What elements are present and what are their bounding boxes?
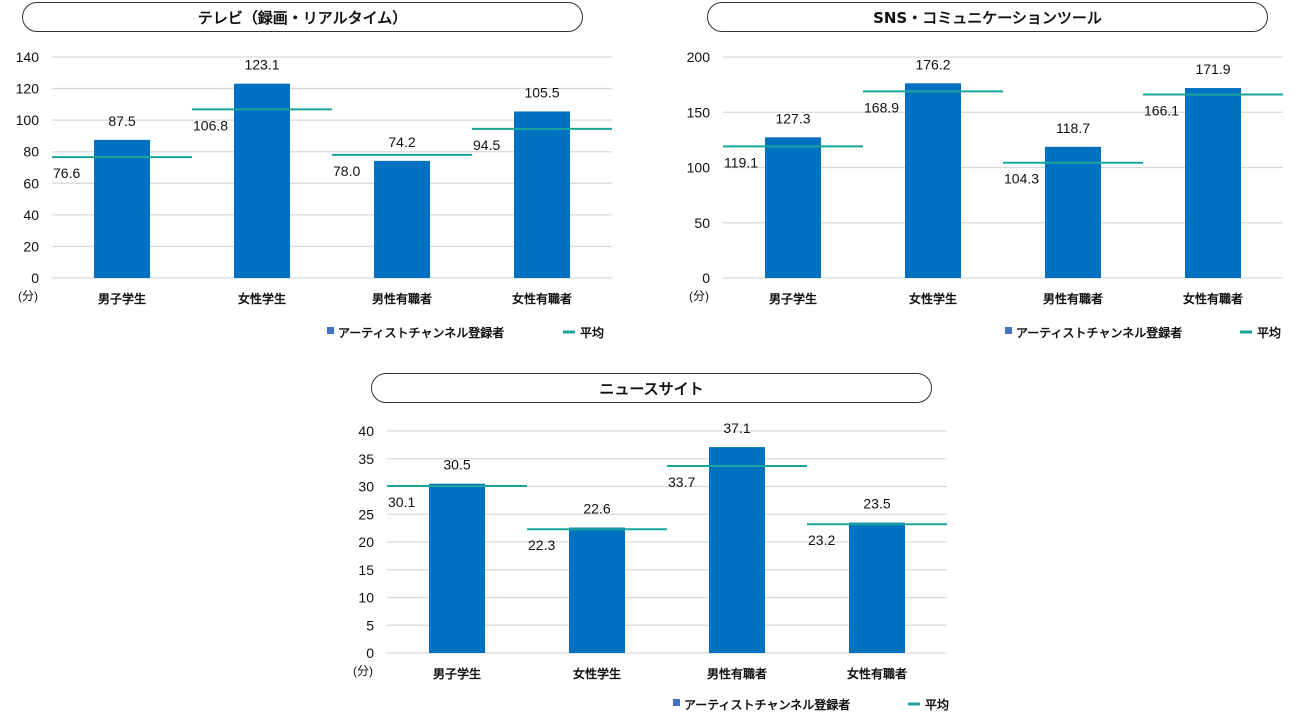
x-category-label: 女性有職者: [512, 291, 572, 306]
bar-value-label: 87.5: [108, 113, 135, 129]
average-value-label: 104.3: [1004, 171, 1039, 187]
y-tick-label: 15: [358, 562, 374, 578]
y-tick-label: 200: [687, 49, 711, 65]
average-value-label: 166.1: [1144, 102, 1179, 118]
bar-value-label: 37.1: [723, 420, 750, 436]
bar-value-label: 176.2: [915, 56, 950, 72]
average-value-label: 119.1: [724, 154, 758, 170]
y-tick-label: 100: [16, 112, 40, 128]
x-category-label: 女性学生: [909, 291, 957, 306]
x-category-label: 女性有職者: [1183, 291, 1243, 306]
x-category-label: 男子学生: [769, 291, 817, 306]
average-value-label: 168.9: [864, 99, 899, 115]
bar-value-label: 105.5: [524, 84, 559, 100]
y-tick-label: 100: [687, 160, 711, 176]
bar-value-label: 171.9: [1195, 61, 1230, 77]
bar: [709, 447, 765, 653]
x-category-label: 男性有職者: [707, 666, 767, 681]
y-tick-label: 10: [358, 590, 374, 606]
y-tick-label: 20: [23, 238, 39, 254]
average-value-label: 30.1: [388, 494, 415, 510]
average-value-label: 106.8: [193, 117, 228, 133]
bar: [849, 522, 905, 653]
y-tick-label: 40: [23, 207, 39, 223]
average-value-label: 22.3: [528, 537, 555, 553]
y-tick-label: 50: [694, 215, 710, 231]
x-category-label: 男子学生: [433, 666, 481, 681]
bar-value-label: 22.6: [583, 501, 610, 517]
x-category-label: 女性学生: [573, 666, 621, 681]
y-tick-label: 0: [366, 645, 374, 661]
x-category-label: 女性有職者: [847, 666, 907, 681]
bar: [514, 111, 570, 278]
bar: [569, 527, 625, 653]
legend-average-label: 平均: [1257, 325, 1281, 340]
legend-average-label: 平均: [925, 697, 949, 712]
bar: [1045, 146, 1101, 278]
x-category-label: 男性有職者: [1043, 291, 1103, 306]
y-tick-label: 0: [702, 270, 710, 286]
y-axis-unit: (分): [353, 664, 373, 678]
legend-bar-label: アーティストチャンネル登録者: [338, 325, 504, 340]
legend-bar-swatch: [673, 699, 680, 706]
y-tick-label: 30: [358, 479, 374, 495]
chart-title-sns: SNS・コミュニケーションツール: [707, 2, 1268, 32]
y-tick-label: 25: [358, 506, 374, 522]
average-value-label: 23.2: [808, 532, 835, 548]
bar-value-label: 123.1: [244, 57, 279, 73]
bar: [374, 160, 430, 278]
y-tick-label: 60: [23, 175, 39, 191]
x-category-label: 女性学生: [238, 291, 286, 306]
bar-value-label: 118.7: [1056, 120, 1090, 136]
bar-value-label: 23.5: [863, 496, 890, 512]
bar-value-label: 30.5: [443, 457, 470, 473]
bar: [1185, 88, 1241, 278]
chart-title-tv: テレビ（録画・リアルタイム）: [22, 2, 583, 32]
average-value-label: 94.5: [473, 137, 500, 153]
y-tick-label: 20: [358, 534, 374, 550]
y-tick-label: 40: [358, 423, 374, 439]
y-tick-label: 120: [16, 81, 40, 97]
bar: [905, 83, 961, 278]
bar: [429, 483, 485, 653]
legend-bar-label: アーティストチャンネル登録者: [684, 697, 850, 712]
average-value-label: 76.6: [53, 165, 80, 181]
legend-average-label: 平均: [580, 325, 604, 340]
y-tick-label: 35: [358, 451, 374, 467]
x-category-label: 男性有職者: [372, 291, 432, 306]
legend-bar-label: アーティストチャンネル登録者: [1016, 325, 1182, 340]
bar-value-label: 127.3: [775, 110, 810, 126]
y-tick-label: 140: [16, 49, 40, 65]
bar-value-label: 74.2: [388, 134, 415, 150]
x-category-label: 男子学生: [98, 291, 146, 306]
y-tick-label: 150: [687, 104, 711, 120]
chart-title-news: ニュースサイト: [371, 373, 932, 403]
bar: [234, 83, 290, 278]
average-value-label: 33.7: [668, 474, 695, 490]
y-axis-unit: (分): [689, 289, 709, 303]
average-value-label: 78.0: [333, 163, 360, 179]
y-tick-label: 0: [31, 270, 39, 286]
legend-bar-swatch: [327, 327, 334, 334]
y-tick-label: 80: [23, 144, 39, 160]
y-axis-unit: (分): [18, 289, 38, 303]
bar: [765, 137, 821, 278]
bar: [94, 139, 150, 278]
y-tick-label: 5: [366, 617, 374, 633]
legend-bar-swatch: [1005, 327, 1012, 334]
